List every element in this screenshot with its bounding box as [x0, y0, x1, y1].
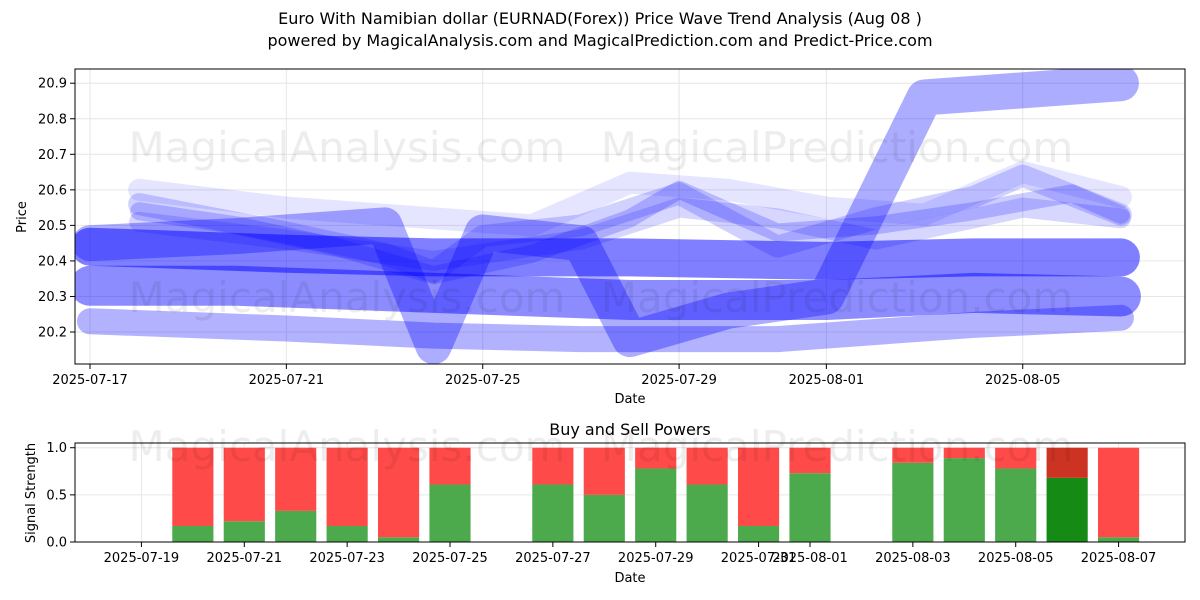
price-x-ticks: 2025-07-17 2025-07-21 2025-07-25 2025-07-29… [52, 364, 1061, 388]
price-y-tick-label: 20.3 [38, 290, 67, 305]
price-wave-line [75, 69, 1139, 364]
buy-power-bar [1098, 537, 1140, 542]
buy-power-bar [892, 462, 934, 542]
signal-y-tick-label: 1.0 [46, 441, 67, 456]
signal-x-tick-label: 2025-07-31 [721, 551, 797, 566]
price-waves [75, 69, 1141, 364]
buy-power-bar [378, 537, 420, 542]
buy-power-bar [583, 494, 625, 542]
signal-x-tick-label: 2025-07-27 [515, 551, 591, 566]
chart-title: Euro With Namibian dollar (EURNAD(Forex)… [278, 9, 922, 28]
signal-y-ticks: 0.0 0.5 1.0 [46, 441, 75, 551]
watermark-text: MagicalPrediction.com [601, 123, 1074, 172]
price-wave-line [77, 304, 1134, 353]
signal-x-tick-label: 2025-07-23 [309, 551, 385, 566]
buy-power-bar [943, 458, 985, 542]
watermark-text: MagicalAnalysis.com [129, 422, 566, 471]
signal-plot-frame [74, 442, 1186, 543]
buy-power-bar [172, 525, 214, 542]
bar-chart-title: Buy and Sell Powers [549, 420, 711, 439]
sell-power-bar [738, 447, 780, 526]
signal-y-tick-label: 0.5 [46, 488, 67, 503]
price-x-tick-label: 2025-07-17 [52, 373, 128, 388]
sell-power-bar [326, 447, 368, 526]
signal-x-ticks: 2025-07-19 2025-07-21 2025-07-23 2025-07-25… [104, 542, 1157, 566]
signal-watermarks: MagicalAnalysis.com MagicalPrediction.com [129, 422, 1074, 471]
sell-power-bar [635, 447, 677, 469]
price-y-tick-label: 20.7 [38, 148, 67, 163]
price-wave-line [128, 161, 1132, 237]
signal-x-tick-label: 2025-07-25 [412, 551, 488, 566]
buy-power-bar [738, 525, 780, 542]
buy-power-bar [789, 473, 831, 542]
buy-power-bar [532, 484, 574, 542]
watermark-text: MagicalAnalysis.com [129, 123, 566, 172]
price-wave-line [75, 265, 1141, 320]
sell-power-bar [789, 447, 831, 474]
price-plot-frame [74, 68, 1186, 365]
price-x-tick-label: 2025-08-01 [789, 373, 865, 388]
buy-power-bar [326, 525, 368, 542]
signal-y-tick-label: 0.0 [46, 536, 67, 551]
sell-power-bar [943, 447, 985, 459]
watermark-text: MagicalAnalysis.com [129, 273, 566, 322]
price-y-tick-label: 20.5 [38, 219, 67, 234]
price-y-tick-label: 20.6 [38, 183, 67, 198]
sell-power-bar [892, 447, 934, 463]
sell-power-bar [1098, 447, 1140, 538]
price-y-tick-label: 20.2 [38, 326, 67, 341]
sell-power-bar [686, 447, 728, 485]
signal-y-axis-label: Signal Strength [24, 443, 39, 543]
price-y-tick-label: 20.9 [38, 77, 67, 92]
sell-power-bar [429, 447, 471, 485]
price-wave-line [130, 180, 1130, 285]
price-y-ticks: 20.2 20.3 20.4 20.5 20.6 20.7 20.8 20.9 [38, 77, 75, 341]
signal-x-tick-label: 2025-08-03 [875, 551, 951, 566]
signal-x-tick-label: 2025-07-21 [207, 551, 283, 566]
sell-power-bar [583, 447, 625, 495]
price-wave-line [75, 227, 1140, 280]
buy-power-bar [275, 510, 317, 542]
signal-x-tick-label: 2025-08-05 [978, 551, 1054, 566]
sell-power-bar [995, 447, 1037, 469]
price-y-axis-label: Price [15, 201, 30, 233]
price-wave-line [128, 164, 1132, 283]
signal-x-tick-label: 2025-08-07 [1081, 551, 1157, 566]
buy-power-bar [223, 521, 265, 542]
sell-power-bar [378, 447, 420, 538]
price-x-axis-label: Date [614, 392, 645, 407]
price-x-tick-label: 2025-07-21 [249, 373, 325, 388]
signal-x-tick-label: 2025-08-01 [772, 551, 848, 566]
price-grid [75, 69, 1185, 364]
sell-power-bar [223, 447, 265, 522]
buy-power-bar [1046, 477, 1088, 542]
buy-power-bar [686, 484, 728, 542]
sell-power-bar [1046, 447, 1088, 478]
price-watermarks: MagicalAnalysis.com MagicalPrediction.com… [129, 123, 1074, 322]
watermark-text: MagicalPrediction.com [601, 273, 1074, 322]
sell-power-bar [172, 447, 214, 526]
buy-power-bar [429, 484, 471, 542]
signal-x-tick-label: 2025-07-29 [618, 551, 694, 566]
price-x-tick-label: 2025-07-29 [641, 373, 717, 388]
sell-power-bar [532, 447, 574, 485]
buy-power-bar [995, 468, 1037, 542]
watermark-text: MagicalPrediction.com [601, 422, 1074, 471]
chart-subtitle: powered by MagicalAnalysis.com and Magic… [267, 31, 933, 50]
price-x-tick-label: 2025-08-05 [985, 373, 1061, 388]
price-y-tick-label: 20.8 [38, 112, 67, 127]
price-x-tick-label: 2025-07-25 [445, 373, 521, 388]
sell-power-bar [275, 447, 317, 511]
signal-bars [172, 447, 1140, 542]
buy-power-bar [635, 468, 677, 542]
signal-x-axis-label: Date [614, 571, 645, 586]
price-wave-line [129, 197, 1131, 271]
price-y-tick-label: 20.4 [38, 254, 67, 269]
signal-x-tick-label: 2025-07-19 [104, 551, 180, 566]
